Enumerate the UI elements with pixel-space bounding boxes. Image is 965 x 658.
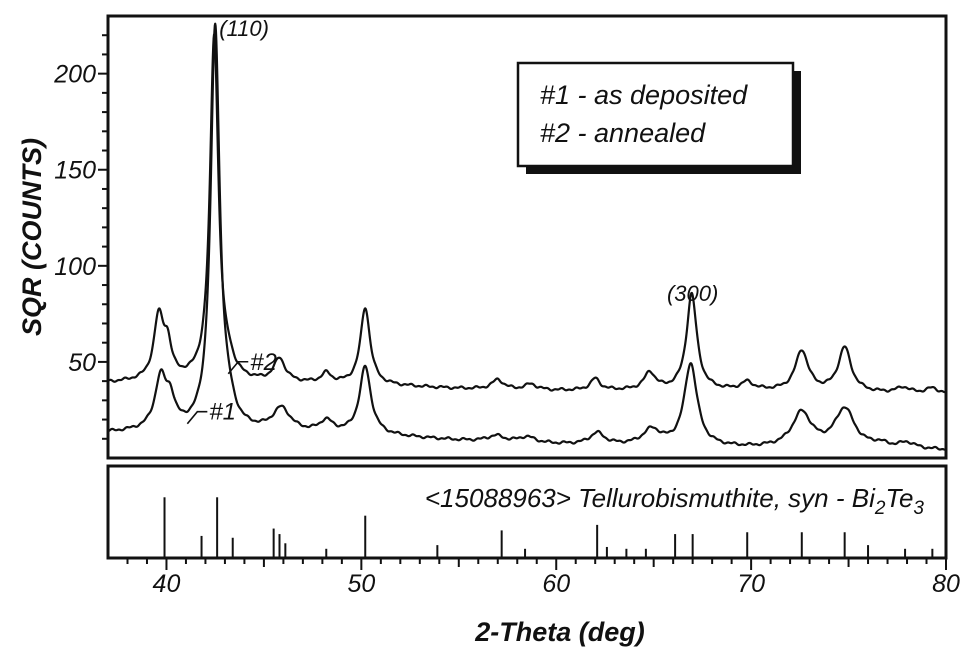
- reference-title-sub1: 2: [874, 498, 886, 519]
- legend: #1 - as deposited #2 - annealed: [516, 61, 801, 174]
- x-tick-label: 50: [347, 570, 375, 598]
- x-tick-label: 70: [737, 570, 765, 598]
- series-tags: #1 #2: [186, 349, 277, 426]
- plot-frame: [106, 14, 948, 460]
- x-tick-label: 60: [542, 570, 570, 598]
- peak-label: (110): [219, 16, 269, 41]
- legend-box: [516, 61, 795, 168]
- reference-title: <15088963> Tellurobismuthite, syn - Bi2T…: [425, 483, 925, 519]
- reference-title-sub2: 3: [913, 498, 924, 519]
- y-tick-label: 200: [53, 61, 96, 89]
- peak-label: (300): [667, 281, 718, 306]
- legend-entry-2: #2 - annealed: [540, 118, 706, 148]
- y-tick-label: 100: [54, 253, 96, 281]
- x-tick-labels: 40 50 60 70 80: [153, 570, 960, 598]
- series-2-line: [107, 33, 947, 394]
- series-1-tag: #1: [209, 399, 236, 426]
- peak-labels: (110) (300): [219, 16, 718, 306]
- series-lines: [107, 22, 947, 451]
- x-tick-label: 80: [932, 570, 960, 598]
- y-ticks: [98, 34, 108, 440]
- y-tick-labels: 50 100 150 200: [53, 61, 96, 377]
- reference-title-main: <15088963> Tellurobismuthite, syn - Bi: [425, 483, 876, 513]
- series-tag-leader: [227, 360, 249, 375]
- y-tick-label: 150: [54, 157, 96, 185]
- x-ticks: [126, 558, 947, 570]
- x-tick-label: 40: [153, 570, 181, 598]
- series-1-line: [107, 22, 947, 451]
- reference-lines: [163, 497, 934, 558]
- y-axis-title: SQR (COUNTS): [17, 138, 47, 336]
- series-tag-leader: [186, 410, 208, 425]
- x-axis-title: 2-Theta (deg): [474, 617, 645, 647]
- series-2-tag: #2: [250, 349, 277, 376]
- reference-title-mid: Te: [885, 483, 913, 513]
- y-tick-label: 50: [68, 349, 96, 377]
- legend-entry-1: #1 - as deposited: [540, 80, 748, 110]
